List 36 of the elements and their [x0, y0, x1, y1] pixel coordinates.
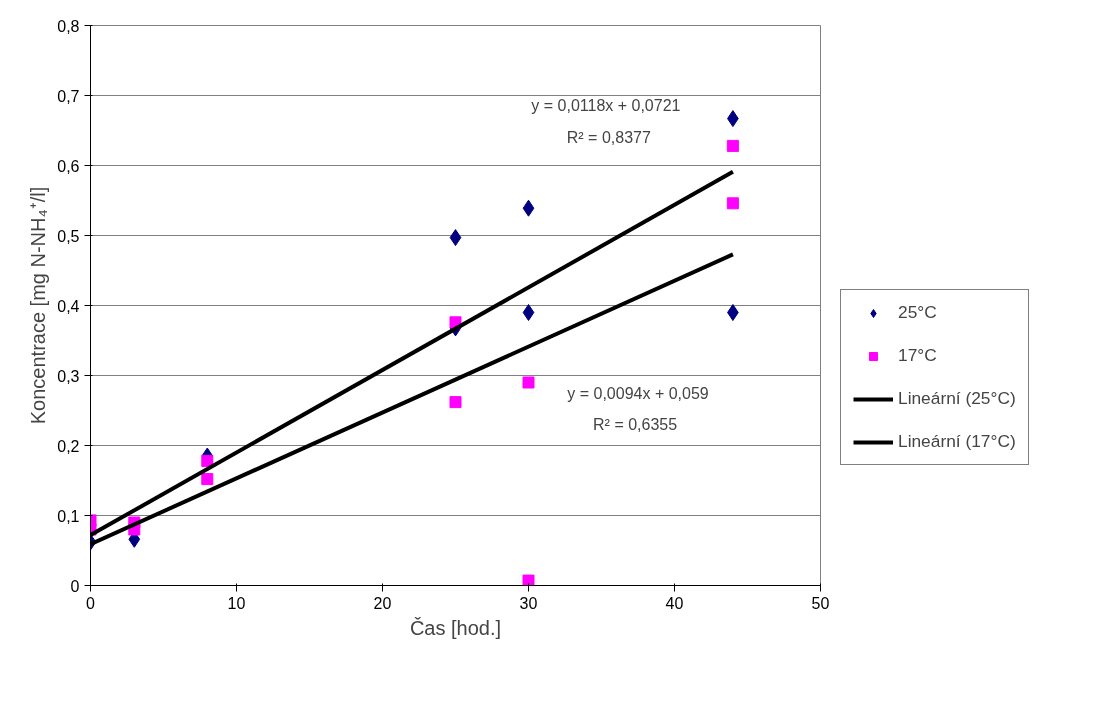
y-axis-title: Koncentrace [mg N-NH₄⁺/l] — [27, 186, 50, 425]
legend-label: Lineární (25°C) — [898, 388, 1016, 409]
point — [522, 199, 535, 217]
point — [522, 376, 535, 389]
point — [726, 139, 739, 152]
x-tick-label: 50 — [811, 594, 830, 612]
point — [201, 473, 214, 486]
y-tick-label: 0,8 — [57, 17, 80, 35]
x-tick-label: 10 — [227, 594, 246, 612]
y-tick-label: 0,6 — [57, 157, 80, 175]
point — [726, 197, 739, 210]
point — [449, 229, 462, 247]
annotation: y = 0,0094x + 0,059 — [567, 384, 709, 402]
annotation: y = 0,0118x + 0,0721 — [531, 96, 681, 114]
annotation: R² = 0,8377 — [566, 129, 651, 146]
y-tick-label: 0,4 — [57, 297, 80, 315]
y-tick-label: 0,5 — [57, 227, 80, 245]
y-tick-label: 0,2 — [57, 437, 80, 455]
x-tick-label: 40 — [665, 594, 684, 612]
legend-label: Lineární (17°C) — [898, 431, 1016, 452]
point — [522, 574, 535, 586]
y-tick-label: 0 — [70, 577, 80, 595]
y-tick-label: 0,3 — [57, 367, 80, 385]
x-tick-label: 30 — [519, 594, 538, 612]
point — [727, 304, 739, 321]
x-tick-label: 20 — [373, 594, 392, 612]
y-tick-label: 0,1 — [57, 507, 80, 525]
annotation: R² = 0,6355 — [593, 416, 678, 433]
x-tick-label: 0 — [86, 594, 96, 612]
point — [201, 454, 214, 467]
y-tick-label: 0,7 — [57, 87, 80, 105]
legend-label: 25°C — [898, 302, 937, 323]
point — [449, 396, 462, 409]
point — [522, 304, 535, 321]
x-axis-title: Čas [hod.] — [409, 616, 502, 639]
legend-label: 17°C — [898, 345, 937, 366]
